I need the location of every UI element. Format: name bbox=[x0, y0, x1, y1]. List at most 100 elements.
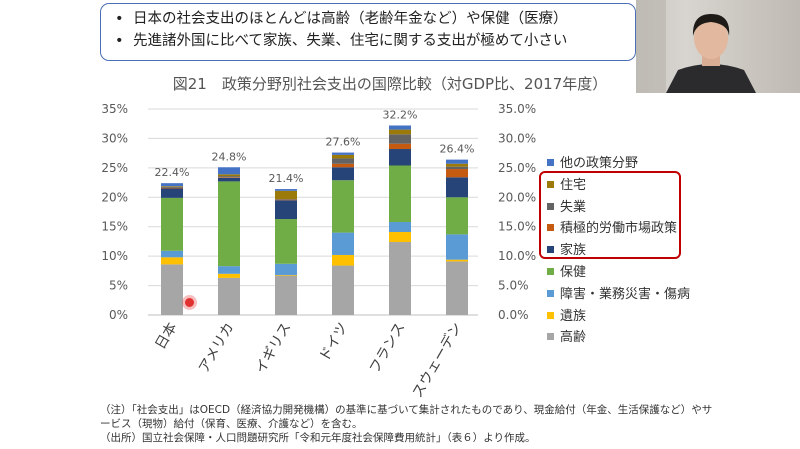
legend-swatch bbox=[547, 159, 554, 166]
bar-segment bbox=[389, 125, 411, 130]
legend-item: 高齢 bbox=[547, 326, 586, 346]
y-tick-label-left: 25% bbox=[101, 161, 128, 175]
legend-highlight-box bbox=[539, 170, 681, 259]
bars bbox=[161, 125, 468, 315]
laser-pointer bbox=[185, 298, 194, 307]
bar-segment bbox=[332, 265, 354, 315]
bar-segment bbox=[332, 254, 354, 266]
legend-item: 失業 bbox=[547, 196, 586, 216]
bar-segment bbox=[161, 186, 183, 187]
bar-segment bbox=[218, 181, 240, 267]
y-tick-label-left: 30% bbox=[101, 131, 128, 145]
bar-segment bbox=[389, 222, 411, 233]
bar-segment bbox=[332, 158, 354, 164]
bar-segment bbox=[389, 143, 411, 150]
y-tick-label-left: 35% bbox=[101, 102, 128, 116]
legend-item: 遺族 bbox=[547, 305, 586, 325]
y-tick-label-right: 25.0% bbox=[498, 161, 536, 175]
bar-segment bbox=[275, 219, 297, 264]
bar-segment bbox=[218, 266, 240, 274]
legend-swatch bbox=[547, 333, 554, 341]
bar-segment bbox=[218, 174, 240, 177]
bar-segment bbox=[161, 250, 183, 258]
bar-segment bbox=[275, 190, 297, 200]
x-tick-label: スウェーデン bbox=[409, 320, 466, 401]
bar-segment bbox=[446, 169, 468, 178]
y-tick-label-right: 15.0% bbox=[498, 220, 536, 234]
summary-bullet: • 先進諸外国に比べて家族、失業、住宅に関する支出が極めて小さい bbox=[115, 33, 568, 49]
bar-segment bbox=[218, 273, 240, 278]
legend-swatch bbox=[547, 268, 554, 275]
notes: （注）「社会支出」はOECD（経済協力開発機構）の基準に基づいて集計されたもので… bbox=[100, 403, 720, 445]
x-tick-label: フランス bbox=[367, 320, 409, 376]
legend-item: 住宅 bbox=[547, 174, 586, 194]
total-data-label: 24.8% bbox=[212, 150, 247, 163]
bar-segment bbox=[389, 129, 411, 135]
bar-segment bbox=[332, 180, 354, 233]
bar-segment bbox=[446, 197, 468, 235]
bar-segment bbox=[161, 186, 183, 188]
bar-segment bbox=[218, 277, 240, 315]
legend-label: 失業 bbox=[560, 199, 587, 215]
bar-segment bbox=[161, 187, 183, 189]
chart-title: 図21 政策分野別社会支出の国際比較（対GDP比、2017年度） bbox=[172, 75, 608, 93]
bar-segment bbox=[275, 274, 297, 276]
legend-swatch bbox=[547, 311, 554, 319]
total-data-label: 27.6% bbox=[326, 136, 361, 149]
bar-segment bbox=[275, 189, 297, 191]
y-tick-label-right: 20.0% bbox=[498, 190, 536, 204]
presenter-figure bbox=[636, 0, 756, 93]
legend-swatch bbox=[547, 246, 554, 254]
y-tick-label-left: 0% bbox=[109, 308, 128, 322]
total-data-label: 32.2% bbox=[383, 108, 418, 121]
bar-segment bbox=[275, 199, 297, 200]
y-tick-label-left: 10% bbox=[101, 249, 128, 263]
bar-segment bbox=[446, 163, 468, 167]
legend-swatch bbox=[547, 289, 554, 297]
total-data-label: 26.4% bbox=[440, 143, 475, 156]
y-tick-label-right: 35.0% bbox=[498, 102, 536, 116]
legend-swatch bbox=[547, 202, 554, 210]
bar-segment bbox=[332, 154, 354, 159]
bar-segment bbox=[389, 165, 411, 223]
bar-segment bbox=[275, 263, 297, 275]
bar-segment bbox=[332, 152, 354, 155]
legend-label: 家族 bbox=[560, 243, 587, 259]
y-tick-label-right: 10.0% bbox=[498, 249, 536, 263]
x-tick-label: 日本 bbox=[153, 320, 181, 352]
bar-segment bbox=[446, 166, 468, 170]
summary-box: • 日本の社会支出のほとんどは高齢（老齢年金など）や保健（医療） • 先進諸外国に比… bbox=[100, 3, 636, 61]
x-tick-label: アメリカ bbox=[196, 320, 238, 376]
bar-segment bbox=[446, 259, 468, 262]
y-tick-label-right: 0.0% bbox=[498, 308, 529, 322]
legend-label: 他の政策分野 bbox=[560, 156, 639, 171]
bar-segment bbox=[161, 188, 183, 198]
legend-item: 積極的労働市場政策 bbox=[547, 217, 677, 237]
bar-segment bbox=[446, 261, 468, 315]
legend-item: 他の政策分野 bbox=[547, 152, 638, 172]
legend-swatch bbox=[547, 224, 554, 232]
y-tick-label-left: 5% bbox=[109, 279, 128, 293]
bar-segment bbox=[218, 176, 240, 178]
y-tick-label-left: 15% bbox=[101, 220, 128, 234]
bar-segment bbox=[446, 234, 468, 260]
total-data-label: 22.4% bbox=[155, 166, 190, 179]
bar-segment bbox=[389, 134, 411, 144]
note-text: （注）「社会支出」はOECD（経済協力開発機構）の基準に基づいて集計されたもので… bbox=[100, 404, 713, 430]
bar-segment bbox=[218, 177, 240, 182]
total-data-label: 21.4% bbox=[269, 172, 304, 185]
y-tick-label-right: 30.0% bbox=[498, 131, 536, 145]
bar-segment bbox=[218, 177, 240, 178]
bar-segment bbox=[446, 159, 468, 164]
webcam-video bbox=[636, 0, 800, 93]
legend-item: 家族 bbox=[547, 239, 586, 259]
legend-item: 障害・業務災害・傷病 bbox=[547, 283, 690, 303]
legend-item: 保健 bbox=[547, 261, 586, 281]
source-text: （出所）国立社会保障・人口問題研究所「令和元年度社会保障費用統計」（表６）より作… bbox=[100, 432, 536, 444]
bar-segment bbox=[446, 177, 468, 198]
legend-label: 積極的労働市場政策 bbox=[560, 221, 678, 237]
bar-segment bbox=[332, 163, 354, 168]
bar-segment bbox=[389, 149, 411, 166]
bar-segment bbox=[218, 167, 240, 175]
